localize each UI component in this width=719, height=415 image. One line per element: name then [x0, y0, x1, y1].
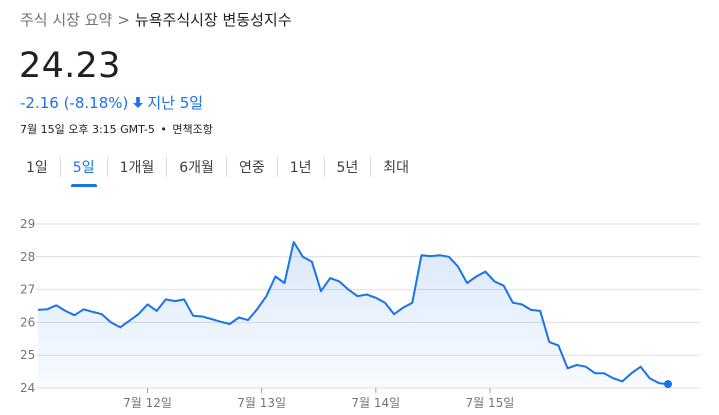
y-tick-label: 28 — [20, 250, 35, 264]
last-price-dot — [664, 380, 672, 389]
y-tick-label: 24 — [20, 381, 35, 395]
tab-divider — [276, 157, 278, 177]
tab-divider — [166, 157, 168, 177]
tab-5y[interactable]: 5년 — [336, 160, 359, 176]
quote-timestamp: 7월 15일 오후 3:15 GMT-5 — [20, 123, 155, 136]
y-tick-label: 29 — [20, 217, 35, 231]
breadcrumb-market-summary-link[interactable]: 주식 시장 요약 — [20, 11, 113, 29]
price-change-row: -2.16 (-8.18%) 지난 5일 — [20, 92, 203, 113]
change-period: 지난 5일 — [147, 94, 204, 112]
breadcrumb-current-page: 뉴욕주식시장 변동성지수 — [134, 11, 292, 29]
range-tabs: 1일 5일 1개월 6개월 연중 1년 5년 최대 — [14, 151, 421, 187]
meta-separator: • — [160, 123, 167, 136]
current-price: 24.23 — [19, 46, 121, 86]
y-tick-label: 27 — [20, 283, 35, 297]
tab-divider — [106, 157, 108, 177]
disclaimer-link[interactable]: 면책조항 — [172, 123, 213, 136]
series-line — [37, 241, 669, 386]
tab-1d[interactable]: 1일 — [26, 160, 48, 176]
x-tick-label: 7월 14일 — [351, 396, 400, 410]
tab-5d[interactable]: 5일 — [61, 151, 107, 187]
tab-divider — [59, 157, 61, 177]
tab-max[interactable]: 최대 — [383, 160, 410, 176]
price-change: -2.16 (-8.18%) — [20, 93, 129, 112]
tab-divider — [323, 157, 325, 177]
tab-6m[interactable]: 6개월 — [179, 160, 214, 176]
x-tick-label: 7월 13일 — [237, 396, 286, 410]
series-area — [38, 242, 668, 388]
tab-1m[interactable]: 1개월 — [119, 160, 155, 176]
quote-meta: 7월 15일 오후 3:15 GMT-5 • 면책조항 — [20, 121, 213, 137]
y-tick-label: 26 — [20, 315, 35, 329]
breadcrumb: 주식 시장 요약 > 뉴욕주식시장 변동성지수 — [20, 9, 292, 30]
breadcrumb-separator: > — [117, 10, 130, 29]
x-tick-label: 7월 15일 — [466, 396, 515, 410]
arrow-down-icon — [132, 96, 144, 109]
tab-divider — [370, 157, 372, 177]
tab-divider — [225, 157, 227, 177]
tab-ytd[interactable]: 연중 — [238, 160, 265, 176]
price-chart[interactable]: 24 25 26 27 28 29 7월 12일 7월 13일 7월 14일 7월 15일 — [0, 205, 719, 415]
x-tick-label: 7월 12일 — [123, 396, 172, 410]
tab-1y[interactable]: 1년 — [289, 160, 312, 176]
y-tick-label: 25 — [20, 348, 35, 362]
